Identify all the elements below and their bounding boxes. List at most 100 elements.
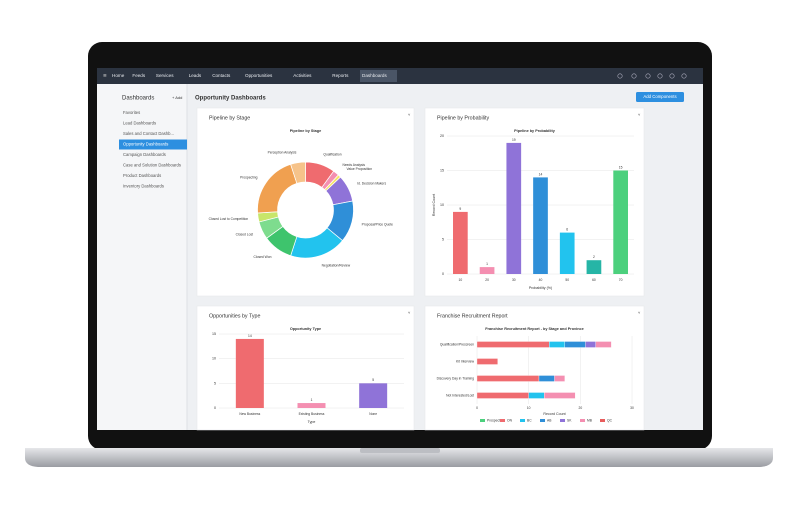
bar-segment	[544, 392, 576, 399]
chart-title: Pipeline by Stage	[290, 129, 321, 133]
bar-segment	[476, 341, 550, 348]
nav-item[interactable]: Dashboards	[362, 73, 387, 78]
x-tick-label: 30	[512, 278, 516, 282]
value-label: 5	[372, 378, 374, 382]
nav-item[interactable]: Feeds	[132, 73, 145, 78]
bar-segment	[549, 341, 565, 348]
x-tick-label: 0	[476, 406, 478, 410]
nav-item[interactable]: Services	[156, 73, 174, 78]
add-dashboard[interactable]: + Add	[172, 95, 182, 100]
y-tick-label: Discovery Day in Training	[437, 376, 475, 380]
sidebar-item[interactable]: Favorites	[123, 110, 140, 115]
bar	[586, 260, 602, 274]
nav-item[interactable]: Reports	[332, 73, 349, 78]
x-tick-label: Existing Business	[299, 412, 325, 416]
x-tick-label: 10	[459, 278, 463, 282]
panel-menu[interactable]: ˅	[638, 112, 641, 117]
bar-segment	[476, 375, 540, 382]
x-tick-label: 20	[485, 278, 489, 282]
nav-item[interactable]: Activities	[293, 73, 312, 78]
y-axis-label: Record Count	[432, 194, 436, 216]
x-tick-label: New Business	[239, 412, 260, 416]
x-tick-label: 50	[565, 278, 569, 282]
legend-swatch	[560, 419, 565, 422]
sidebar-item[interactable]: Case and Solution Dashboards	[123, 163, 181, 168]
y-tick-label: Qualification/Prescreen	[440, 342, 474, 346]
legend-swatch	[500, 419, 505, 422]
panel-menu[interactable]: ˅	[408, 310, 411, 315]
bar	[359, 383, 388, 408]
slice-label: Needs Analysis	[342, 163, 365, 167]
legend-label: MB	[587, 418, 593, 422]
y-tick-label: 20	[440, 134, 444, 138]
nav-bar	[97, 68, 703, 84]
panel-title: Franchise Recruitment Report	[437, 313, 508, 319]
legend-label: QC	[607, 418, 613, 422]
bar-segment	[564, 341, 586, 348]
y-tick-label: 15	[212, 332, 216, 336]
nav-item[interactable]: Opportunities	[245, 73, 273, 78]
sidebar-title: Dashboards	[122, 96, 154, 102]
value-label: 9	[459, 207, 461, 211]
panel-title: Pipeline by Probability	[437, 115, 489, 121]
y-tick-label: 10	[212, 357, 216, 361]
add-button-label[interactable]: Add Components	[643, 94, 676, 99]
nav-item[interactable]: Contacts	[212, 73, 231, 78]
slice-label: Proposal/Price Quote	[362, 222, 394, 226]
slice-label: Value Proposition	[347, 167, 373, 171]
panel-menu[interactable]: ˅	[408, 112, 411, 117]
bar	[506, 142, 522, 274]
legend-swatch	[540, 419, 545, 422]
sidebar-item[interactable]: Product Dashboards	[123, 173, 161, 178]
x-tick-label: 40	[539, 278, 543, 282]
nav-item[interactable]: Leads	[189, 73, 202, 78]
x-tick-label: None	[369, 412, 377, 416]
bar	[533, 177, 548, 274]
slice-label: Perception Analysis	[268, 151, 297, 155]
y-tick-label: 0	[442, 272, 444, 276]
slice-label: Closed Won	[254, 255, 272, 259]
nav-icon[interactable]	[645, 73, 651, 79]
nav-icon[interactable]	[657, 73, 663, 79]
nav-icon[interactable]	[681, 73, 687, 79]
nav-item[interactable]: Home	[112, 73, 125, 78]
x-tick-label: 30	[630, 406, 634, 410]
bar-segment	[585, 341, 596, 348]
value-label: 6	[566, 227, 568, 231]
legend-label: ON	[507, 418, 513, 422]
panel-title: Pipeline by Stage	[209, 115, 250, 121]
value-label: 19	[512, 138, 516, 142]
x-tick-label: 20	[578, 406, 582, 410]
slice-label: Id. Decision Makers	[357, 182, 386, 186]
y-tick-label: 5	[442, 237, 444, 241]
sidebar-item[interactable]: Opportunity Dashboards	[123, 142, 168, 147]
value-label: 1	[486, 262, 488, 266]
nav-icon[interactable]	[669, 73, 675, 79]
legend-swatch	[600, 419, 605, 422]
sidebar-item[interactable]: Inventory Dashboards	[123, 184, 164, 189]
sidebar-item[interactable]: Campaign Dashboards	[123, 152, 166, 157]
panel	[196, 107, 415, 297]
content: ≡ Home Feeds Services Leads Contacts Opportuni…	[103, 70, 687, 431]
value-label: 14	[539, 172, 543, 176]
sidebar-item[interactable]: Lead Dashboards	[123, 121, 156, 126]
legend-label: AB	[547, 418, 552, 422]
panel-menu[interactable]: ˅	[638, 310, 641, 315]
x-axis-label: Record Count	[543, 412, 565, 416]
sidebar-item[interactable]: Sales and Contact Dashb...	[123, 131, 174, 136]
x-tick-label: 60	[592, 278, 596, 282]
nav-icon[interactable]	[617, 73, 623, 79]
nav-icon[interactable]	[631, 73, 637, 79]
bar-segment	[528, 392, 545, 399]
legend-label: BC	[527, 418, 532, 422]
bar-segment	[476, 392, 529, 399]
bar-segment	[476, 358, 498, 365]
add-button[interactable]	[636, 92, 684, 102]
bar	[613, 170, 628, 274]
legend-swatch	[480, 419, 485, 422]
laptop-base	[25, 448, 773, 467]
slice-label: Negotiation/Review	[322, 264, 351, 268]
y-tick-label: 15	[440, 168, 444, 172]
nav-active	[360, 70, 397, 82]
